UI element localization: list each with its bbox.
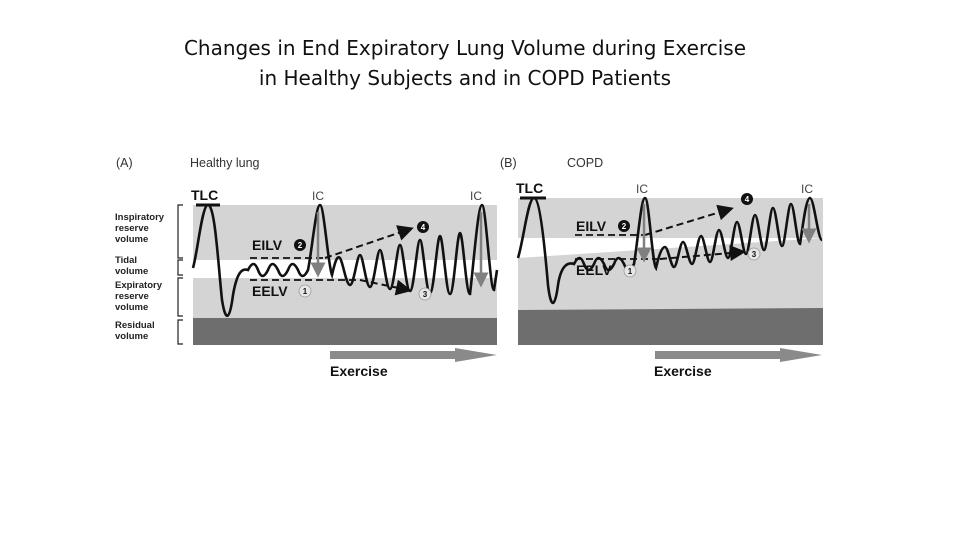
panel-b-irv-band <box>518 198 823 238</box>
label-erv: Expiratory reserve volume <box>115 280 165 313</box>
panel-b-tag: (B) <box>500 156 517 170</box>
panel-b-name: COPD <box>567 156 603 170</box>
panel-b-eilv-label: EILV <box>576 218 607 234</box>
label-irv: Inspiratory reserve volume <box>115 212 167 245</box>
panel-a-ic-label-2: IC <box>470 189 482 203</box>
panel-a-breathing-trace <box>191 203 499 317</box>
panel-a-tlc-label: TLC <box>191 187 218 203</box>
panel-b-erv-band <box>518 238 823 310</box>
panel-b-copd: (B) COPD TLC IC IC EILV EELV 2 1 4 3 <box>500 156 824 379</box>
panel-b-marker-4: 4 <box>745 195 750 204</box>
panel-a-rv-band <box>193 318 497 345</box>
panel-a-eilv-label: EILV <box>252 237 283 253</box>
panel-a-eelv-label: EELV <box>252 283 288 299</box>
panel-a-exercise-label: Exercise <box>330 363 388 379</box>
panel-a-erv-band <box>193 278 497 318</box>
panel-b-marker-2: 2 <box>622 222 627 231</box>
panel-b-marker-1: 1 <box>628 267 633 276</box>
title-line-2: in Healthy Subjects and in COPD Patients <box>258 66 672 91</box>
panel-a-irv-band <box>193 205 497 260</box>
panel-b-breathing-trace <box>516 196 824 305</box>
panel-b-marker-3: 3 <box>752 250 757 259</box>
panel-b-ic-label-2: IC <box>801 182 813 196</box>
panel-b-eelv-label: EELV <box>576 262 612 278</box>
panel-a-name: Healthy lung <box>190 156 260 170</box>
panel-a-marker-4: 4 <box>421 223 426 232</box>
panel-a-ic-label-1: IC <box>312 189 324 203</box>
panel-a-marker-1: 1 <box>303 287 308 296</box>
panel-a-tag: (A) <box>116 156 133 170</box>
panel-b-tlc-label: TLC <box>516 180 543 196</box>
panel-b-rv-band <box>518 308 823 345</box>
panel-a-marker-3: 3 <box>423 290 428 299</box>
panel-a-healthy: (A) Healthy lung Inspiratory reserve vol… <box>115 156 499 379</box>
panel-b-ic-label-1: IC <box>636 182 648 196</box>
title-line-1: Changes in End Expiratory Lung Volume du… <box>183 36 747 61</box>
label-rv: Residual volume <box>115 320 157 342</box>
label-tidal: Tidal volume <box>115 255 148 277</box>
panel-b-exercise-label: Exercise <box>654 363 712 379</box>
panel-a-marker-2: 2 <box>298 241 303 250</box>
slide-title: Changes in End Expiratory Lung Volume du… <box>100 33 830 93</box>
